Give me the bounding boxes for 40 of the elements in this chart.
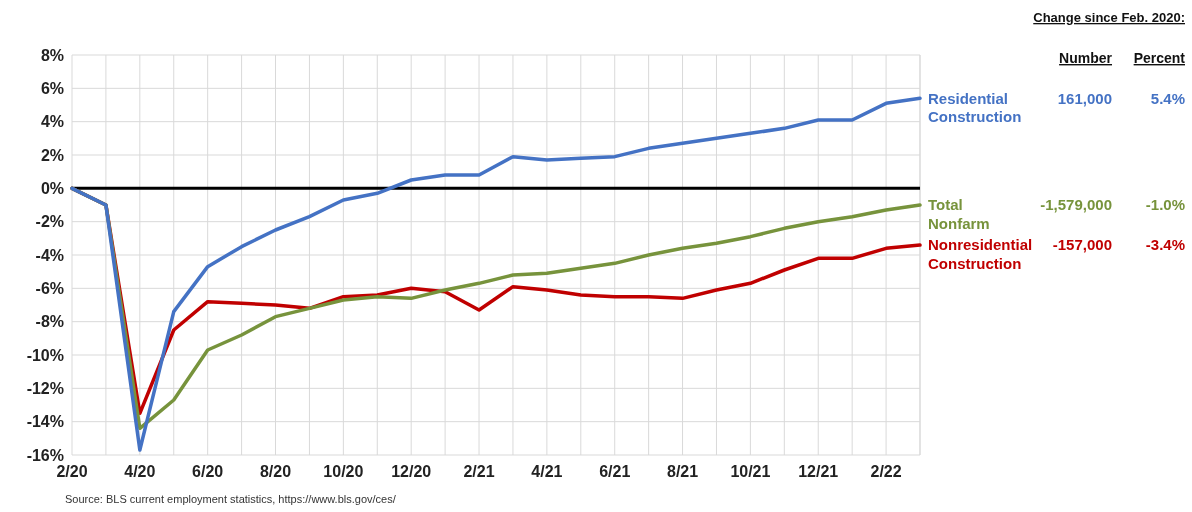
y-tick-label: -10% — [26, 346, 64, 364]
text: Change since Feb. 2020: — [1033, 10, 1185, 25]
x-tick-label: 6/21 — [599, 463, 631, 480]
x-tick-label: 8/20 — [259, 463, 292, 480]
text: 5.4% — [1150, 89, 1185, 107]
x-tick-label: 10/21 — [730, 463, 771, 480]
y-tick-label: -14% — [26, 413, 64, 431]
text: -157,000 — [1052, 236, 1112, 254]
text: -1,579,000 — [1040, 196, 1112, 214]
x-tick-label: 2/22 — [870, 463, 902, 480]
text: Percent — [1133, 50, 1186, 66]
y-tick-label: -4% — [35, 246, 64, 264]
y-tick-label: 8% — [40, 46, 64, 64]
text: 161,000 — [1057, 89, 1112, 107]
text: -3.4% — [1145, 236, 1185, 254]
line-series — [70, 96, 922, 452]
series-label: Total Nonfarm — [928, 196, 990, 232]
y-tick-label: 2% — [40, 146, 64, 164]
text: -1.0% — [1145, 196, 1185, 214]
x-tick-label: 4/20 — [124, 463, 156, 480]
x-tick-label: 12/20 — [391, 463, 432, 480]
y-tick-label: 0% — [40, 179, 64, 197]
x-tick-label: 4/21 — [531, 463, 563, 480]
y-tick-label: -6% — [35, 279, 64, 297]
x-tick-label: 2/21 — [463, 463, 495, 480]
x-tick-label: 12/21 — [798, 463, 839, 480]
y-tick-label: 4% — [40, 113, 64, 131]
y-tick-label: -12% — [26, 379, 64, 397]
source-note: Source: BLS current employment statistics, https://www.bls.gov/ces/ — [65, 493, 397, 505]
x-tick-label: 6/20 — [192, 463, 224, 480]
x-tick-label: 10/20 — [323, 463, 364, 480]
series-label: Residential Construction — [928, 89, 1022, 126]
y-tick-label: -16% — [26, 446, 64, 464]
y-tick-label: -2% — [35, 213, 64, 231]
x-tick-label: 2/20 — [56, 463, 88, 480]
text: Number — [1059, 50, 1113, 66]
y-tick-label: 6% — [40, 79, 64, 97]
x-tick-label: 8/21 — [666, 463, 699, 480]
series-label: Nonresidential Construction — [928, 236, 1033, 272]
y-tick-label: -8% — [35, 313, 64, 331]
